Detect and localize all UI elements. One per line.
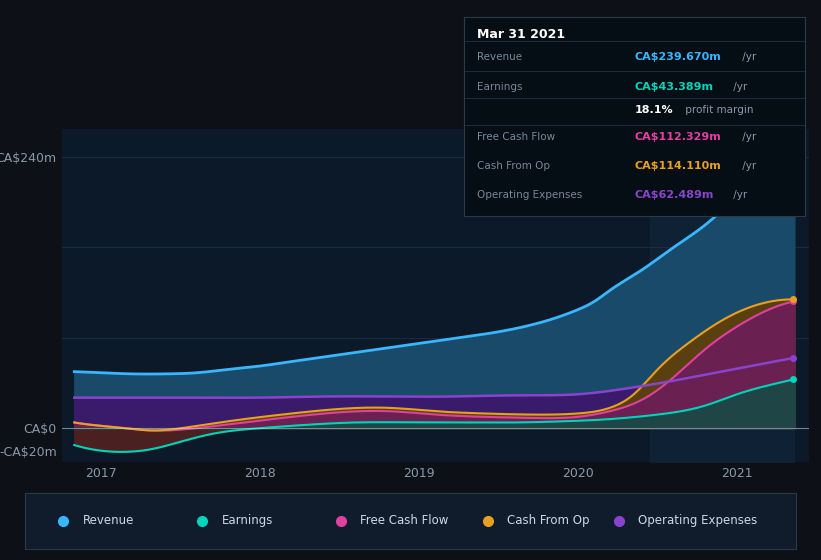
Text: Operating Expenses: Operating Expenses bbox=[638, 514, 758, 528]
Text: Free Cash Flow: Free Cash Flow bbox=[478, 132, 556, 142]
Text: /yr: /yr bbox=[730, 82, 747, 92]
Text: Cash From Op: Cash From Op bbox=[507, 514, 589, 528]
Text: Earnings: Earnings bbox=[222, 514, 273, 528]
Text: CA$114.110m: CA$114.110m bbox=[635, 161, 721, 171]
Text: CA$62.489m: CA$62.489m bbox=[635, 190, 713, 200]
Text: Revenue: Revenue bbox=[83, 514, 134, 528]
Text: CA$43.389m: CA$43.389m bbox=[635, 82, 713, 92]
Text: CA$239.670m: CA$239.670m bbox=[635, 52, 721, 62]
Text: Free Cash Flow: Free Cash Flow bbox=[360, 514, 449, 528]
Text: Mar 31 2021: Mar 31 2021 bbox=[478, 28, 566, 41]
Text: /yr: /yr bbox=[739, 132, 756, 142]
Text: /yr: /yr bbox=[739, 52, 756, 62]
Text: Revenue: Revenue bbox=[478, 52, 523, 62]
Text: Earnings: Earnings bbox=[478, 82, 523, 92]
Text: 18.1%: 18.1% bbox=[635, 105, 673, 115]
Text: /yr: /yr bbox=[739, 161, 756, 171]
Text: CA$112.329m: CA$112.329m bbox=[635, 132, 721, 142]
Text: profit margin: profit margin bbox=[682, 105, 754, 115]
Text: Operating Expenses: Operating Expenses bbox=[478, 190, 583, 200]
Text: /yr: /yr bbox=[730, 190, 747, 200]
Text: Cash From Op: Cash From Op bbox=[478, 161, 551, 171]
